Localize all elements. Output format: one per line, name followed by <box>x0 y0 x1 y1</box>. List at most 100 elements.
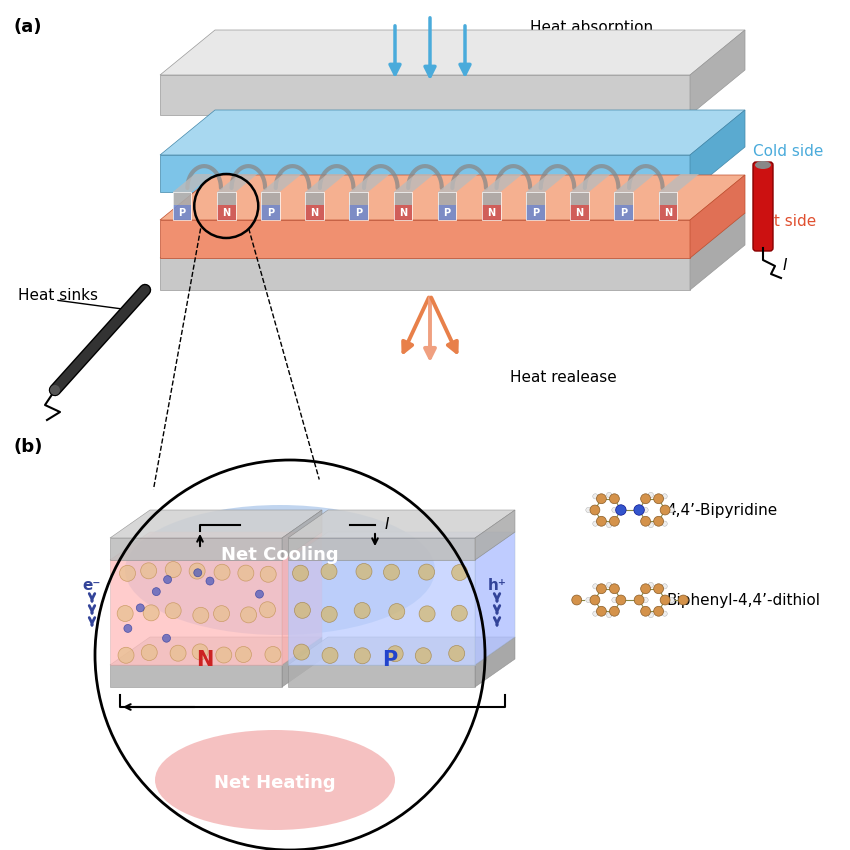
Circle shape <box>141 644 157 660</box>
Circle shape <box>678 595 689 605</box>
Circle shape <box>643 507 649 513</box>
Polygon shape <box>690 175 745 258</box>
Text: Net Cooling: Net Cooling <box>221 546 339 564</box>
Circle shape <box>165 562 181 577</box>
Circle shape <box>597 584 606 593</box>
Polygon shape <box>659 192 677 205</box>
Polygon shape <box>570 205 589 220</box>
Polygon shape <box>482 192 501 205</box>
Circle shape <box>50 385 60 395</box>
Circle shape <box>238 565 254 581</box>
FancyBboxPatch shape <box>753 162 773 251</box>
Text: Heat sinks: Heat sinks <box>18 287 98 303</box>
Polygon shape <box>288 532 515 560</box>
Polygon shape <box>526 205 545 220</box>
Circle shape <box>259 602 275 618</box>
Circle shape <box>607 492 612 497</box>
Circle shape <box>388 646 403 662</box>
Circle shape <box>449 645 465 661</box>
Polygon shape <box>394 205 412 220</box>
Polygon shape <box>659 174 700 192</box>
Circle shape <box>235 647 252 662</box>
Polygon shape <box>110 637 322 665</box>
Text: P: P <box>382 650 398 670</box>
Polygon shape <box>261 174 302 192</box>
Polygon shape <box>305 205 324 220</box>
Circle shape <box>669 598 674 603</box>
Polygon shape <box>110 665 282 687</box>
Circle shape <box>163 575 172 584</box>
Circle shape <box>616 595 626 605</box>
Polygon shape <box>615 174 655 192</box>
Circle shape <box>586 507 591 513</box>
Polygon shape <box>261 205 280 220</box>
Circle shape <box>634 595 644 605</box>
Circle shape <box>597 516 606 526</box>
Circle shape <box>260 566 276 582</box>
Polygon shape <box>438 174 479 192</box>
Polygon shape <box>288 538 475 560</box>
Circle shape <box>170 645 186 661</box>
Circle shape <box>451 605 468 621</box>
Circle shape <box>609 584 620 593</box>
Polygon shape <box>305 174 346 192</box>
Circle shape <box>216 647 232 663</box>
Circle shape <box>660 595 670 605</box>
Circle shape <box>654 584 664 593</box>
Polygon shape <box>482 174 523 192</box>
Polygon shape <box>690 30 745 115</box>
Text: N: N <box>664 208 672 218</box>
Circle shape <box>140 563 156 579</box>
Polygon shape <box>288 665 475 687</box>
Circle shape <box>162 634 171 643</box>
Text: N: N <box>222 208 230 218</box>
Circle shape <box>609 606 620 616</box>
Polygon shape <box>526 174 567 192</box>
Circle shape <box>214 564 230 581</box>
Polygon shape <box>288 510 515 538</box>
Polygon shape <box>526 192 545 205</box>
Polygon shape <box>482 205 501 220</box>
Polygon shape <box>659 205 677 220</box>
Polygon shape <box>305 192 324 205</box>
Text: (a): (a) <box>14 18 42 36</box>
Circle shape <box>165 603 181 619</box>
Circle shape <box>641 606 650 616</box>
Polygon shape <box>349 205 368 220</box>
Polygon shape <box>282 532 322 665</box>
Text: Biphenyl-4,4’-dithiol: Biphenyl-4,4’-dithiol <box>666 592 820 608</box>
Polygon shape <box>475 532 515 665</box>
Circle shape <box>654 516 664 526</box>
Circle shape <box>356 564 372 580</box>
Circle shape <box>607 582 612 587</box>
Circle shape <box>256 590 264 598</box>
Polygon shape <box>110 510 322 538</box>
Polygon shape <box>110 560 282 665</box>
Circle shape <box>592 494 598 499</box>
Text: e⁻: e⁻ <box>82 577 101 592</box>
Text: Heat realease: Heat realease <box>510 370 617 385</box>
Circle shape <box>143 605 159 620</box>
Polygon shape <box>438 192 456 205</box>
Circle shape <box>592 584 598 589</box>
Circle shape <box>120 565 135 581</box>
Polygon shape <box>690 110 745 192</box>
Circle shape <box>388 604 405 620</box>
Polygon shape <box>217 205 235 220</box>
Circle shape <box>592 521 598 526</box>
Circle shape <box>590 595 600 605</box>
Polygon shape <box>282 510 322 560</box>
Circle shape <box>634 505 644 515</box>
Circle shape <box>117 605 133 621</box>
Circle shape <box>292 565 309 581</box>
Circle shape <box>616 505 626 515</box>
Circle shape <box>294 603 310 618</box>
Polygon shape <box>475 510 515 560</box>
Circle shape <box>586 598 591 603</box>
Polygon shape <box>394 192 412 205</box>
Circle shape <box>649 492 654 497</box>
Text: N: N <box>310 208 319 218</box>
Polygon shape <box>160 110 745 155</box>
Circle shape <box>597 494 606 504</box>
Text: P: P <box>444 208 450 218</box>
